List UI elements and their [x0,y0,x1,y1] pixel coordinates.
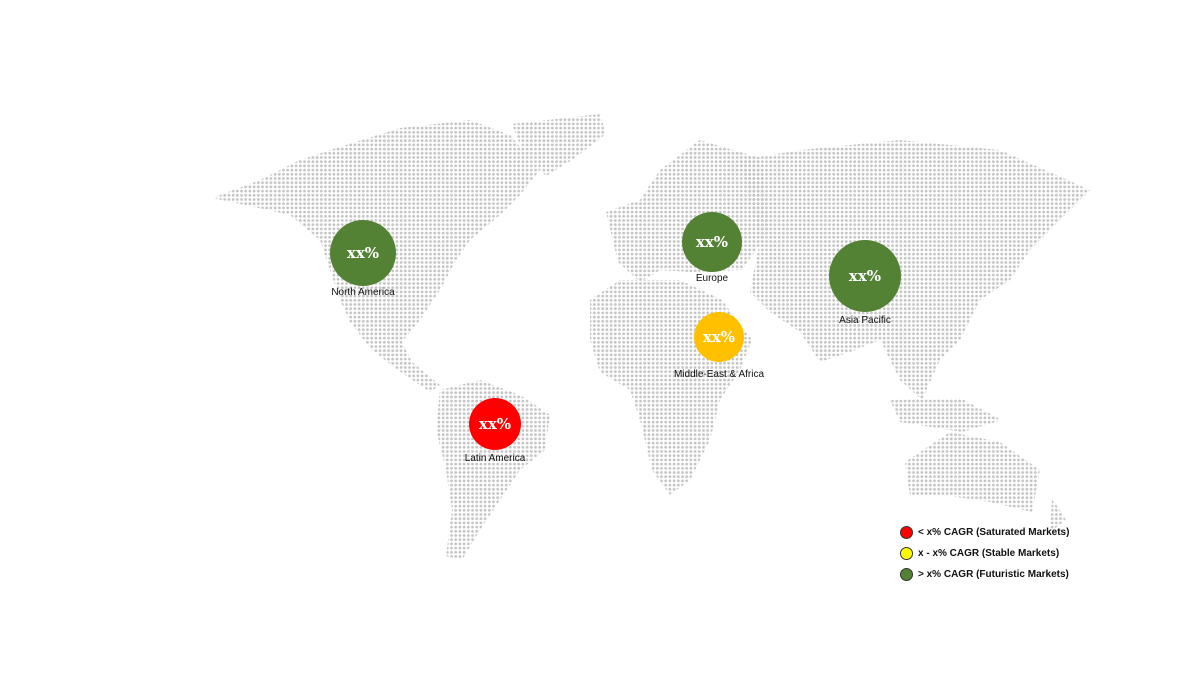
bubble-value: xx% [696,233,728,251]
continent-asia [740,140,1090,400]
bubble-value: xx% [849,267,881,285]
bubble-value: xx% [703,328,735,346]
continent-australia [905,432,1040,512]
bubble-value: xx% [347,244,379,262]
legend-label: > x% CAGR (Futuristic Markets) [918,569,1069,580]
continent-africa [590,280,752,495]
legend-swatch [900,547,913,560]
legend-item-saturated: < x% CAGR (Saturated Markets) [900,522,1069,543]
bubble-north-america [330,220,396,286]
continent-indonesia [890,398,1002,432]
bubble-asia-pacific [829,240,901,312]
region-label-europe: Europe [695,273,729,284]
legend-item-stable: x - x% CAGR (Stable Markets) [900,543,1069,564]
legend-swatch [900,526,913,539]
legend-item-futuristic: > x% CAGR (Futuristic Markets) [900,564,1069,585]
region-label-asia-pacific: Asia Pacific [839,315,891,326]
legend-swatch [900,568,913,581]
continent-south-america [436,380,550,560]
bubble-value: xx% [479,415,511,433]
region-label-latin-america: Latin America [464,453,526,464]
bubble-latin-america [469,398,521,450]
bubble-middle-east-africa [694,312,744,362]
legend: < x% CAGR (Saturated Markets) x - x% CAG… [900,522,1069,585]
continent-new-zealand [1050,498,1066,532]
region-label-north-america: North America [331,287,395,298]
legend-label: x - x% CAGR (Stable Markets) [918,548,1060,559]
region-label-middle-east-africa: Middle-East & Africa [673,369,765,380]
bubble-europe [682,212,742,272]
continent-greenland [512,114,606,176]
legend-label: < x% CAGR (Saturated Markets) [918,527,1070,538]
